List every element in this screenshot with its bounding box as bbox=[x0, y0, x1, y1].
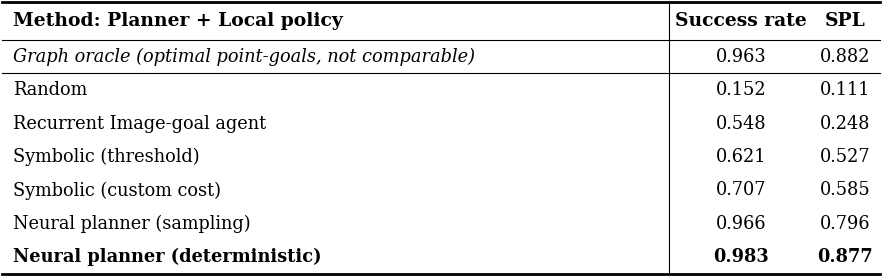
Text: Random: Random bbox=[12, 81, 86, 99]
Text: 0.877: 0.877 bbox=[817, 248, 873, 266]
Text: Symbolic (custom cost): Symbolic (custom cost) bbox=[12, 181, 220, 200]
Text: 0.882: 0.882 bbox=[819, 48, 871, 66]
Text: 0.527: 0.527 bbox=[819, 148, 871, 166]
Text: Recurrent Image-goal agent: Recurrent Image-goal agent bbox=[12, 115, 265, 132]
Text: Graph oracle (optimal point-goals, not comparable): Graph oracle (optimal point-goals, not c… bbox=[12, 47, 475, 66]
Text: 0.248: 0.248 bbox=[819, 115, 871, 132]
Text: Neural planner (sampling): Neural planner (sampling) bbox=[12, 215, 250, 233]
Text: 0.111: 0.111 bbox=[819, 81, 871, 99]
Text: 0.152: 0.152 bbox=[715, 81, 766, 99]
Text: Symbolic (threshold): Symbolic (threshold) bbox=[12, 148, 199, 166]
Text: 0.585: 0.585 bbox=[819, 181, 871, 200]
Text: 0.796: 0.796 bbox=[819, 215, 871, 233]
Text: Success rate: Success rate bbox=[675, 12, 807, 30]
Text: Neural planner (deterministic): Neural planner (deterministic) bbox=[12, 248, 321, 266]
Text: 0.963: 0.963 bbox=[715, 48, 766, 66]
Text: Method: Planner + Local policy: Method: Planner + Local policy bbox=[12, 12, 342, 30]
Text: 0.548: 0.548 bbox=[715, 115, 766, 132]
Text: 0.983: 0.983 bbox=[713, 248, 769, 266]
Text: 0.966: 0.966 bbox=[715, 215, 766, 233]
Text: SPL: SPL bbox=[825, 12, 865, 30]
Text: 0.707: 0.707 bbox=[715, 181, 766, 200]
Text: 0.621: 0.621 bbox=[715, 148, 766, 166]
